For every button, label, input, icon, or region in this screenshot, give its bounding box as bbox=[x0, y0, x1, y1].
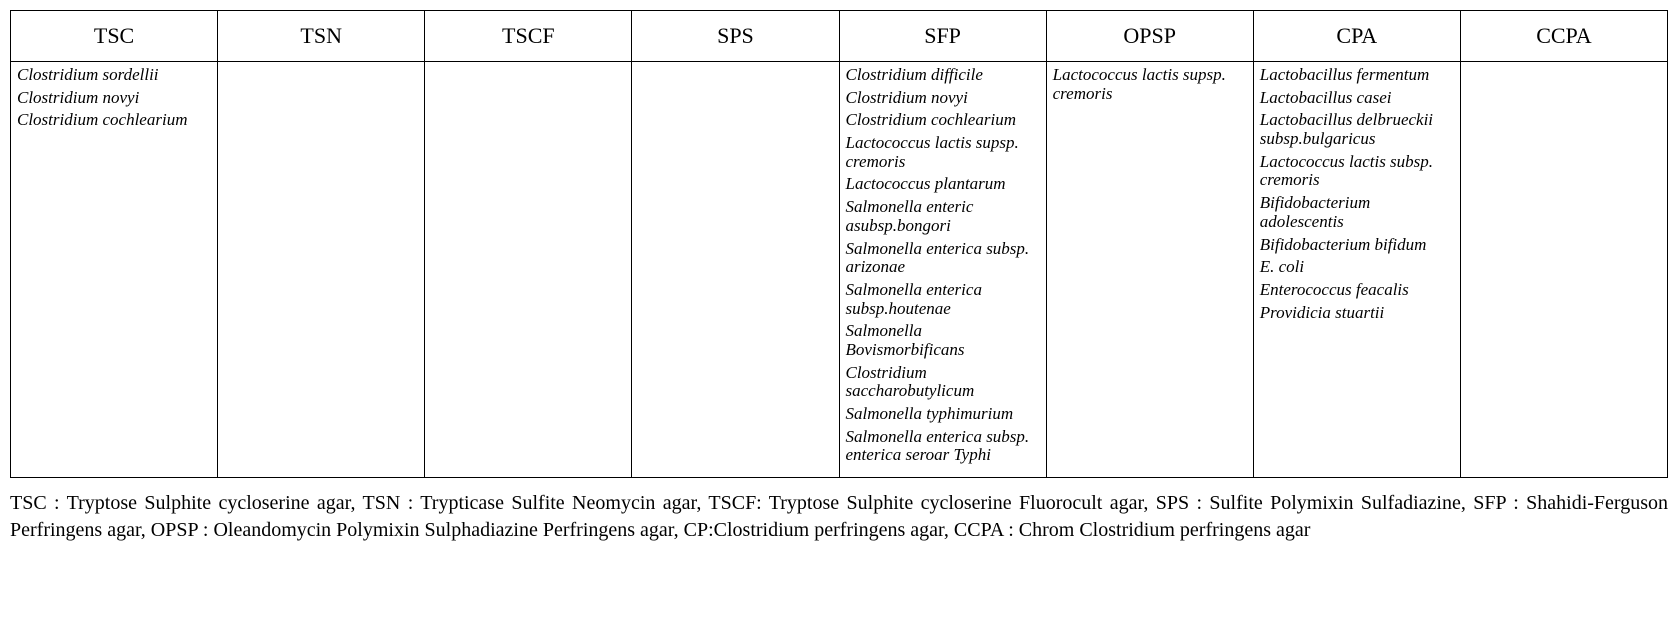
species-entry: Bifidobacterium bifidum bbox=[1260, 236, 1454, 255]
species-entry: Clostridium difficile bbox=[846, 66, 1040, 85]
col-header-cpa: CPA bbox=[1253, 11, 1460, 62]
cell-cpa: Lactobacillus fermentum Lactobacillus cas… bbox=[1253, 62, 1460, 478]
cell-sfp: Clostridium difficile Clostridium novyi Cl… bbox=[839, 62, 1046, 478]
species-entry: Salmonella typhimurium bbox=[846, 405, 1040, 424]
col-header-opsp: OPSP bbox=[1046, 11, 1253, 62]
species-entry: Lactococcus lactis supsp. cremoris bbox=[846, 134, 1040, 171]
species-entry: Salmonella enterica subsp. arizonae bbox=[846, 240, 1040, 277]
species-entry: E. coli bbox=[1260, 258, 1454, 277]
species-entry: Salmonella Bovismorbificans bbox=[846, 322, 1040, 359]
cell-opsp: Lactococcus lactis supsp. cremoris bbox=[1046, 62, 1253, 478]
col-header-sfp: SFP bbox=[839, 11, 1046, 62]
species-entry: Clostridium sordellii bbox=[17, 66, 211, 85]
species-entry: Lactococcus plantarum bbox=[846, 175, 1040, 194]
table-caption: TSC : Tryptose Sulphite cycloserine agar… bbox=[10, 490, 1668, 544]
species-entry: Salmonella enterica subsp. enterica sero… bbox=[846, 428, 1040, 465]
species-entry: Salmonella enterica subsp.houtenae bbox=[846, 281, 1040, 318]
species-entry: Clostridium cochlearium bbox=[846, 111, 1040, 130]
table-body-row: Clostridium sordelliiClostridium novyiCl… bbox=[11, 62, 1668, 478]
col-header-tsn: TSN bbox=[218, 11, 425, 62]
col-header-tsc: TSC bbox=[11, 11, 218, 62]
species-entry: Bifidobacterium adolescentis bbox=[1260, 194, 1454, 231]
col-header-sps: SPS bbox=[632, 11, 839, 62]
species-entry: Lactobacillus casei bbox=[1260, 89, 1454, 108]
table-header-row: TSCTSNTSCFSPSSFPOPSPCPACCPA bbox=[11, 11, 1668, 62]
species-entry: Lactobacillus delbrueckii subsp.bulgaric… bbox=[1260, 111, 1454, 148]
cell-sps bbox=[632, 62, 839, 478]
species-entry: Lactobacillus fermentum bbox=[1260, 66, 1454, 85]
species-entry: Lactococcus lactis subsp. cremoris bbox=[1260, 153, 1454, 190]
col-header-tscf: TSCF bbox=[425, 11, 632, 62]
cell-ccpa bbox=[1460, 62, 1667, 478]
species-entry: Clostridium novyi bbox=[17, 89, 211, 108]
col-header-ccpa: CCPA bbox=[1460, 11, 1667, 62]
cell-tsn bbox=[218, 62, 425, 478]
species-entry: Clostridium novyi bbox=[846, 89, 1040, 108]
species-entry: Providicia stuartii bbox=[1260, 304, 1454, 323]
species-entry: Clostridium saccharobutylicum bbox=[846, 364, 1040, 401]
species-table: TSCTSNTSCFSPSSFPOPSPCPACCPA Clostridium … bbox=[10, 10, 1668, 478]
species-entry: Salmonella enteric asubsp.bongori bbox=[846, 198, 1040, 235]
cell-tsc: Clostridium sordellii Clostridium novyi Cl… bbox=[11, 62, 218, 478]
cell-tscf bbox=[425, 62, 632, 478]
species-entry: Clostridium cochlearium bbox=[17, 111, 211, 130]
species-entry: Enterococcus feacalis bbox=[1260, 281, 1454, 300]
species-entry: Lactococcus lactis supsp. cremoris bbox=[1053, 66, 1247, 103]
